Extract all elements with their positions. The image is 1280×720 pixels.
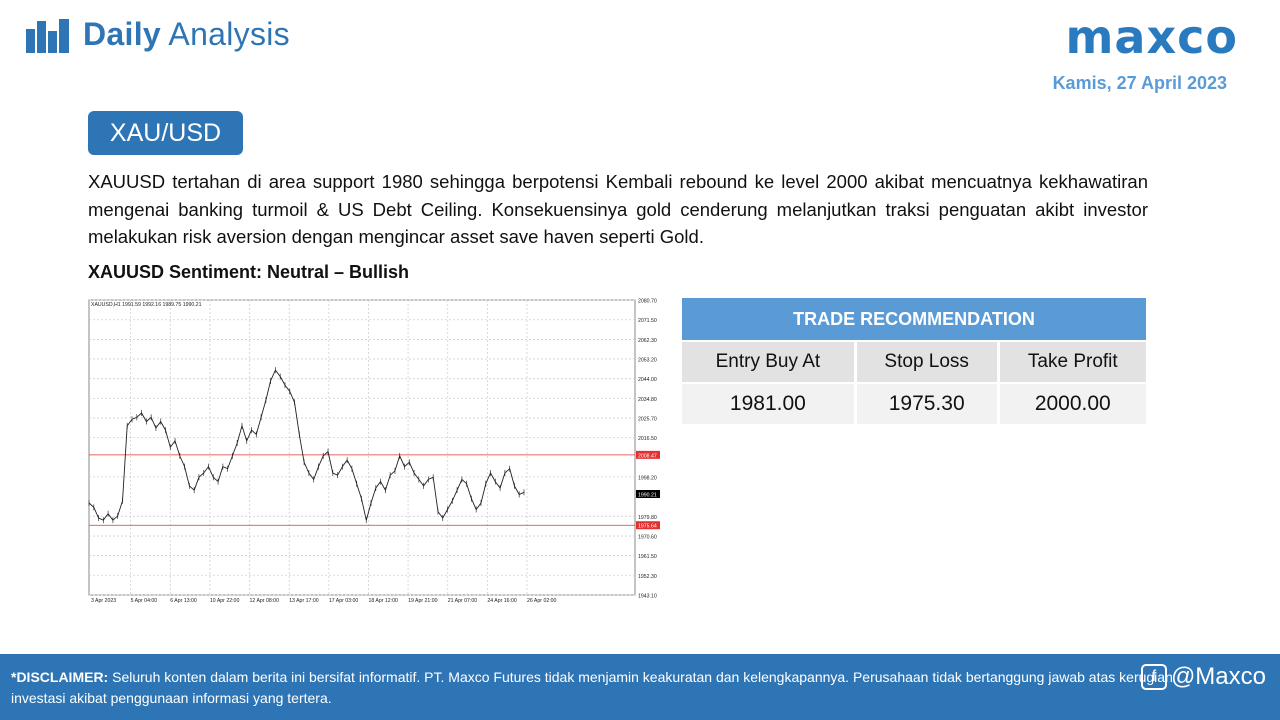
- pair-badge: XAU/USD: [88, 111, 243, 155]
- x-tick-label: 10 Apr 22:00: [210, 598, 240, 604]
- take-profit-label: Take Profit: [999, 340, 1146, 382]
- page-title: Daily Analysis: [83, 16, 290, 52]
- x-tick-label: 19 Apr 21:00: [408, 598, 438, 604]
- current-price-bg: [636, 490, 660, 499]
- y-tick-label: 1961.50: [638, 554, 657, 560]
- entry-value: 1981.00: [682, 382, 857, 424]
- y-tick-label: 2034.80: [638, 397, 657, 403]
- x-tick-label: 26 Apr 02:00: [527, 598, 557, 604]
- price-chart: 2080.70 2071.50 2062.30 2053.20 2044.00 2034.…: [87, 297, 662, 604]
- y-tick-label: 1970.60: [638, 535, 657, 541]
- disclaimer-footer: *DISCLAIMER: Seluruh konten dalam berita…: [0, 654, 1280, 720]
- report-date: Kamis, 27 April 2023: [1052, 73, 1227, 93]
- chart-header: XAUUSD,H1 1991.59 1992.16 1989.75 1990.2…: [91, 302, 202, 308]
- y-tick-label: 2025.70: [638, 416, 657, 422]
- y-tick-label: 2080.70: [638, 299, 657, 305]
- y-tick-label: 1952.30: [638, 574, 657, 580]
- x-tick-label: 3 Apr 2023: [91, 598, 116, 604]
- trade-recommendation-table: TRADE RECOMMENDATION Entry Buy At Stop L…: [682, 298, 1146, 424]
- y-tick-label: 1990.21: [638, 493, 657, 499]
- entry-label: Entry Buy At: [682, 340, 857, 382]
- price-label-bg: [636, 521, 660, 530]
- analysis-description: XAUUSD tertahan di area support 1980 seh…: [88, 171, 1148, 247]
- sentiment-label: XAUUSD Sentiment: Neutral – Bullish: [88, 262, 410, 282]
- facebook-icon: f: [1140, 664, 1167, 690]
- y-tick-label: 2044.00: [638, 377, 657, 383]
- x-tick-label: 12 Apr 08:00: [250, 598, 280, 604]
- social-handle[interactable]: f @Maxco: [1140, 663, 1266, 691]
- x-tick-label: 24 Apr 16:00: [487, 598, 517, 604]
- stop-loss-value: 1975.30: [856, 382, 1000, 424]
- x-tick-label: 18 Apr 12:00: [368, 598, 398, 604]
- bar-chart-icon: [26, 18, 69, 53]
- x-tick-label: 5 Apr 04:00: [131, 598, 158, 604]
- plot-area: [88, 299, 636, 596]
- brand-logo: maxco: [1065, 10, 1238, 64]
- y-tick-label: 1975.64: [638, 524, 657, 530]
- x-tick-label: 13 Apr 17:00: [289, 598, 319, 604]
- disclaimer-text: *DISCLAIMER: Seluruh konten dalam berita…: [11, 669, 1173, 706]
- y-tick-label: 1998.20: [638, 475, 657, 481]
- y-tick-label: 2053.20: [638, 357, 657, 363]
- x-tick-label: 6 Apr 13:00: [170, 598, 197, 604]
- stop-loss-label: Stop Loss: [856, 340, 1000, 382]
- take-profit-value: 2000.00: [999, 382, 1146, 424]
- trade-heading: TRADE RECOMMENDATION: [682, 298, 1146, 340]
- y-tick-label: 2008.47: [638, 453, 657, 459]
- daily-analysis-logo: Daily Analysis: [25, 16, 290, 53]
- y-tick-label: 2016.50: [638, 436, 657, 442]
- y-tick-label: 1979.80: [638, 515, 657, 521]
- price-chart-svg: 2080.70 2071.50 2062.30 2053.20 2044.00 2034.…: [88, 299, 660, 604]
- price-series-line: [88, 369, 525, 521]
- y-tick-label: 2071.50: [638, 318, 657, 324]
- y-tick-label: 2062.30: [638, 338, 657, 344]
- x-tick-label: 21 Apr 07:00: [448, 598, 478, 604]
- x-tick-label: 17 Apr 03:00: [329, 598, 359, 604]
- y-tick-label: 1943.10: [638, 594, 657, 600]
- price-label-bg: [636, 450, 660, 459]
